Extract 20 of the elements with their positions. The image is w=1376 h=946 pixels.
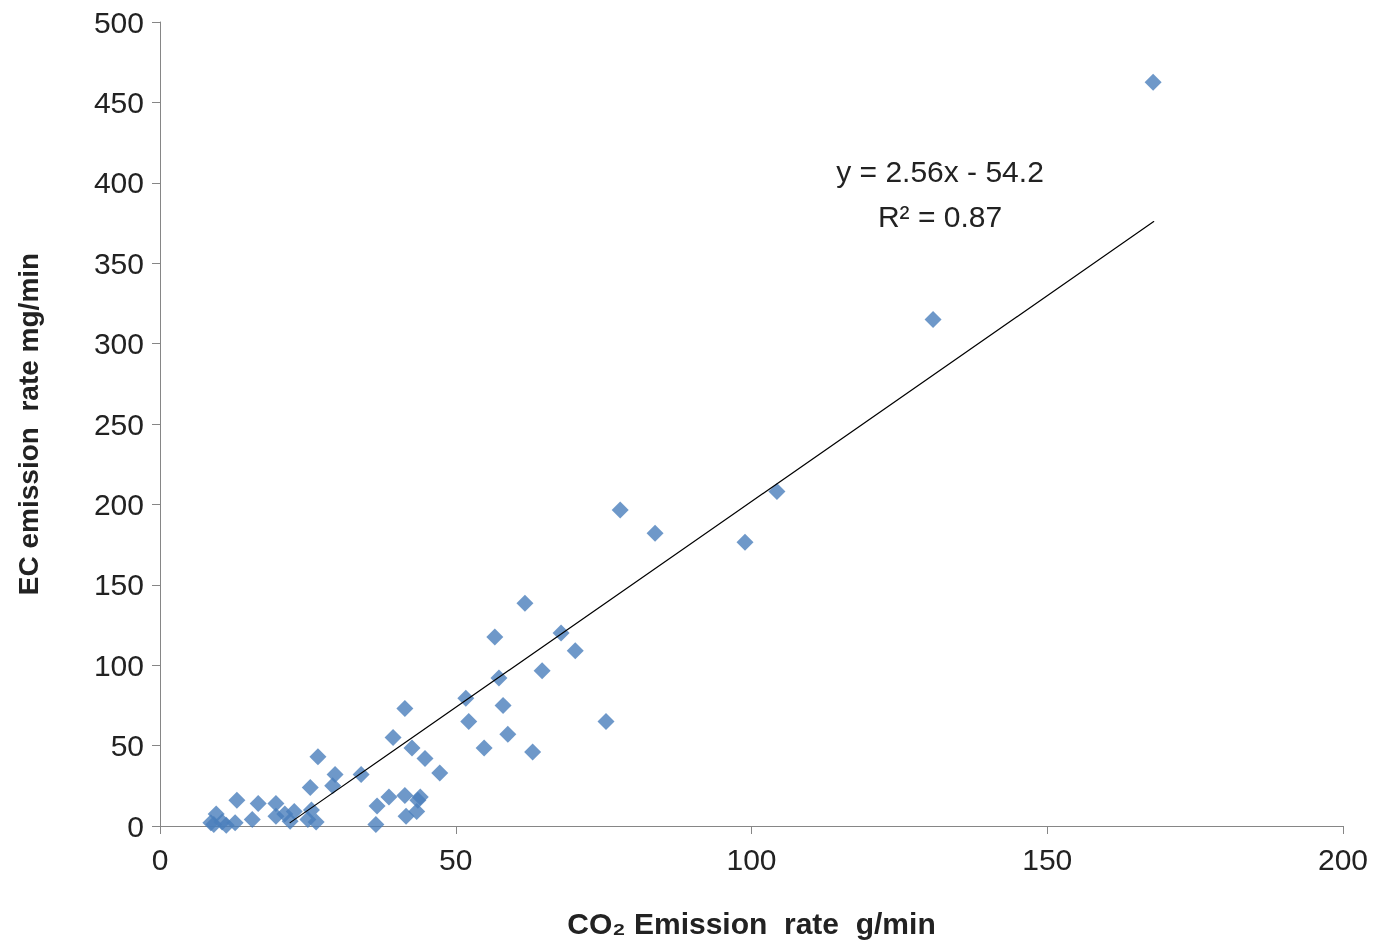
y-tick-label: 100 xyxy=(93,648,144,682)
y-axis-title: EC emission rate mg/min xyxy=(12,252,44,596)
x-tick-label: 0 xyxy=(151,842,169,876)
x-tick-label: 200 xyxy=(1317,842,1369,876)
y-tick-label: 200 xyxy=(93,487,144,521)
x-tick-label: 150 xyxy=(1022,842,1073,876)
x-tick-label: 50 xyxy=(439,842,473,876)
y-tick-label: 300 xyxy=(93,327,144,361)
x-tick-label: 100 xyxy=(726,842,777,876)
y-tick-label: 0 xyxy=(127,809,144,843)
y-tick-label: 350 xyxy=(93,246,144,280)
y-tick-label: 450 xyxy=(93,85,144,119)
y-tick-label: 50 xyxy=(110,729,144,763)
y-tick-label: 400 xyxy=(93,166,144,200)
y-tick-label: 500 xyxy=(93,5,144,39)
annotation: R² = 0.87 xyxy=(877,199,1003,233)
x-axis-title: CO₂ Emission rate g/min xyxy=(567,906,936,940)
annotation: y = 2.56x - 54.2 xyxy=(836,154,1044,188)
y-tick-label: 250 xyxy=(93,407,144,441)
y-tick-label: 150 xyxy=(93,568,144,602)
